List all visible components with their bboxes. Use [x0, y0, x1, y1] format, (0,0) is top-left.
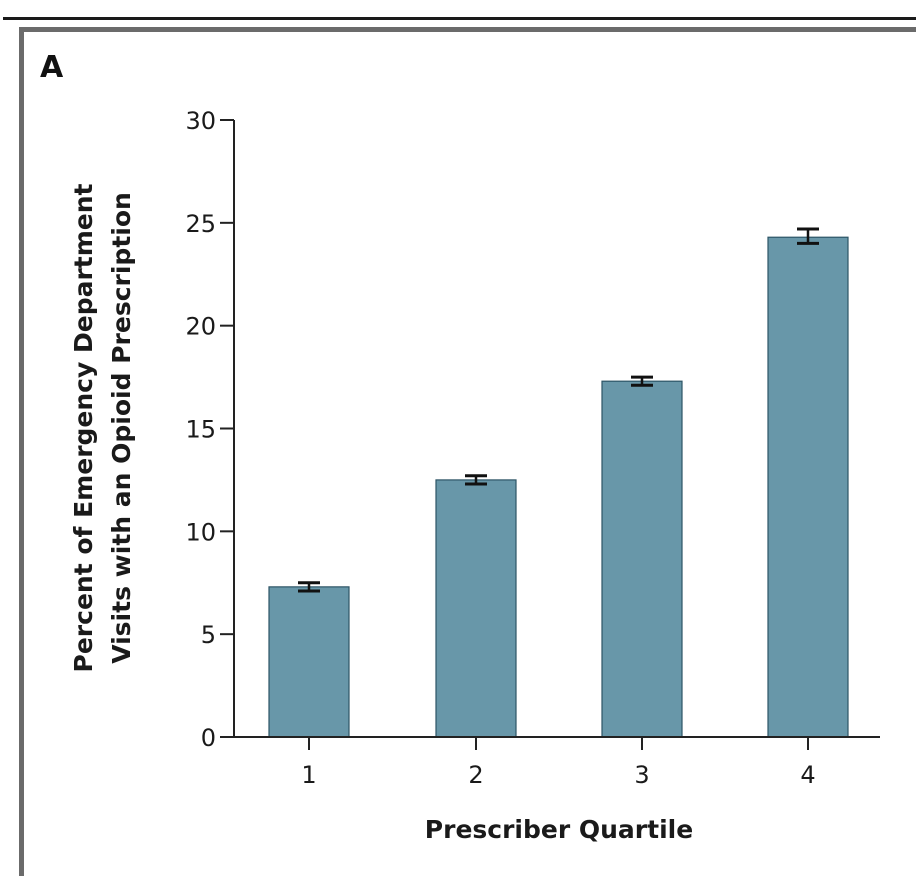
y-axis: 0 5 10 15 20 25 30 — [185, 107, 235, 752]
y-tick-label-0: 0 — [201, 724, 216, 752]
error-bar-4 — [797, 227, 819, 245]
y-tick-label-5: 5 — [201, 621, 216, 649]
x-tick-label-2: 2 — [468, 761, 483, 789]
y-axis-title: Percent of Emergency Department Visits w… — [69, 183, 136, 672]
x-axis-title: Prescriber Quartile — [425, 815, 693, 844]
error-bars-group — [298, 227, 819, 593]
y-axis-title-line-2: Visits with an Opioid Prescription — [107, 192, 136, 664]
frame-top-rule — [3, 17, 916, 20]
y-tick-label-25: 25 — [185, 210, 216, 238]
bar-3 — [601, 380, 683, 738]
y-tick-label-30: 30 — [185, 107, 216, 135]
figure-frame — [19, 27, 916, 876]
panel-label: A — [40, 50, 64, 85]
y-tick-label-20: 20 — [185, 313, 216, 341]
bar-2 — [435, 479, 517, 738]
y-tick-label-15: 15 — [185, 416, 216, 444]
error-bar-1 — [298, 581, 320, 593]
error-bar-3 — [631, 375, 653, 387]
error-bar-2 — [465, 474, 487, 486]
bar-1 — [268, 586, 350, 738]
y-axis-title-line-1: Percent of Emergency Department — [69, 183, 98, 672]
bars-group — [268, 236, 849, 738]
x-tick-label-3: 3 — [634, 761, 649, 789]
x-axis: 1 2 3 4 — [234, 736, 880, 789]
y-tick-label-10: 10 — [185, 518, 216, 546]
x-tick-label-4: 4 — [800, 761, 815, 789]
x-tick-label-1: 1 — [301, 761, 316, 789]
bar-4 — [767, 236, 849, 738]
